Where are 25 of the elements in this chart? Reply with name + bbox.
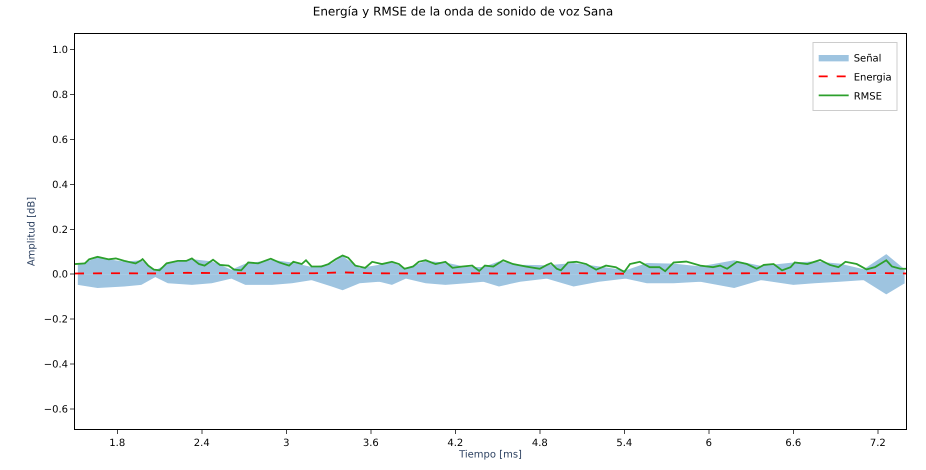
x-tick-label: 4.8 [532,438,548,449]
x-axis-title: Tiempo [ms] [458,450,522,460]
y-tick-label: −0.4 [44,359,68,370]
x-tick-label: 3.6 [362,438,379,449]
y-tick-label: 0.6 [52,134,68,146]
legend-label: Energia [854,72,892,84]
y-axis-title: Amplitud [dB] [26,196,38,266]
legend-label: Señal [854,53,882,64]
chart-title: Energía y RMSE de la onda de sonido de voz Sana [312,4,614,18]
y-tick-label: 0.2 [52,224,68,236]
x-tick-label: 1.8 [109,438,126,449]
y-tick-label: 0.0 [52,270,68,281]
x-tick-label: 6.6 [785,438,802,449]
x-tick-label: 2.4 [194,438,210,449]
x-tick-label: 6 [706,438,712,449]
y-tick-label: 0.8 [52,90,68,102]
legend-label: RMSE [854,91,882,102]
y-tick-label: −0.2 [44,314,68,326]
y-tick-label: 1.0 [52,45,68,56]
x-tick-label: 5.4 [616,438,632,449]
y-tick-label: 0.4 [52,180,68,191]
x-tick-label: 7.2 [870,438,886,449]
x-tick-label: 3 [283,438,290,449]
x-tick-label: 4.2 [447,438,464,449]
y-tick-label: −0.6 [44,404,68,416]
